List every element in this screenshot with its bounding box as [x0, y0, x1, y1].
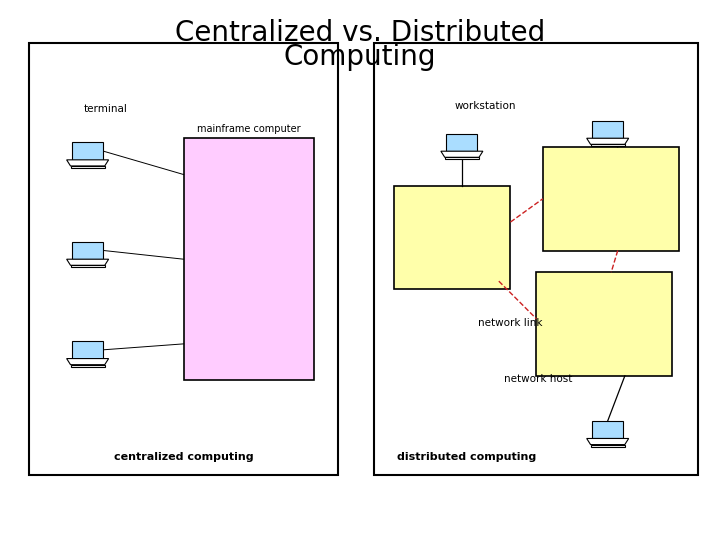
Bar [394, 186, 510, 289]
Bar [29, 43, 338, 475]
Bar [72, 341, 103, 359]
Bar [592, 121, 624, 138]
Bar [72, 143, 103, 160]
Bar [543, 147, 679, 251]
Bar [184, 138, 314, 380]
Text: terminal: terminal [84, 104, 128, 114]
Polygon shape [67, 359, 109, 364]
Text: network host: network host [504, 374, 572, 384]
Text: mainframe computer: mainframe computer [197, 124, 300, 134]
Polygon shape [587, 138, 629, 144]
Text: workstation: workstation [455, 100, 516, 111]
Text: distributed computing: distributed computing [397, 451, 536, 462]
Polygon shape [67, 160, 109, 166]
Bar [72, 242, 103, 259]
Bar [71, 364, 104, 367]
Text: Computing: Computing [284, 43, 436, 71]
Polygon shape [67, 259, 109, 265]
Bar [592, 421, 624, 438]
Text: network link: network link [478, 318, 543, 328]
Bar [445, 157, 479, 159]
Text: Centralized vs. Distributed: Centralized vs. Distributed [175, 19, 545, 47]
Bar [71, 166, 104, 168]
Polygon shape [587, 438, 629, 444]
Bar [71, 265, 104, 267]
Bar [590, 144, 625, 146]
Polygon shape [441, 151, 483, 157]
Bar [536, 272, 672, 376]
Text: centralized computing: centralized computing [114, 451, 253, 462]
Bar [374, 43, 698, 475]
Bar [446, 134, 477, 151]
Bar [590, 444, 625, 447]
